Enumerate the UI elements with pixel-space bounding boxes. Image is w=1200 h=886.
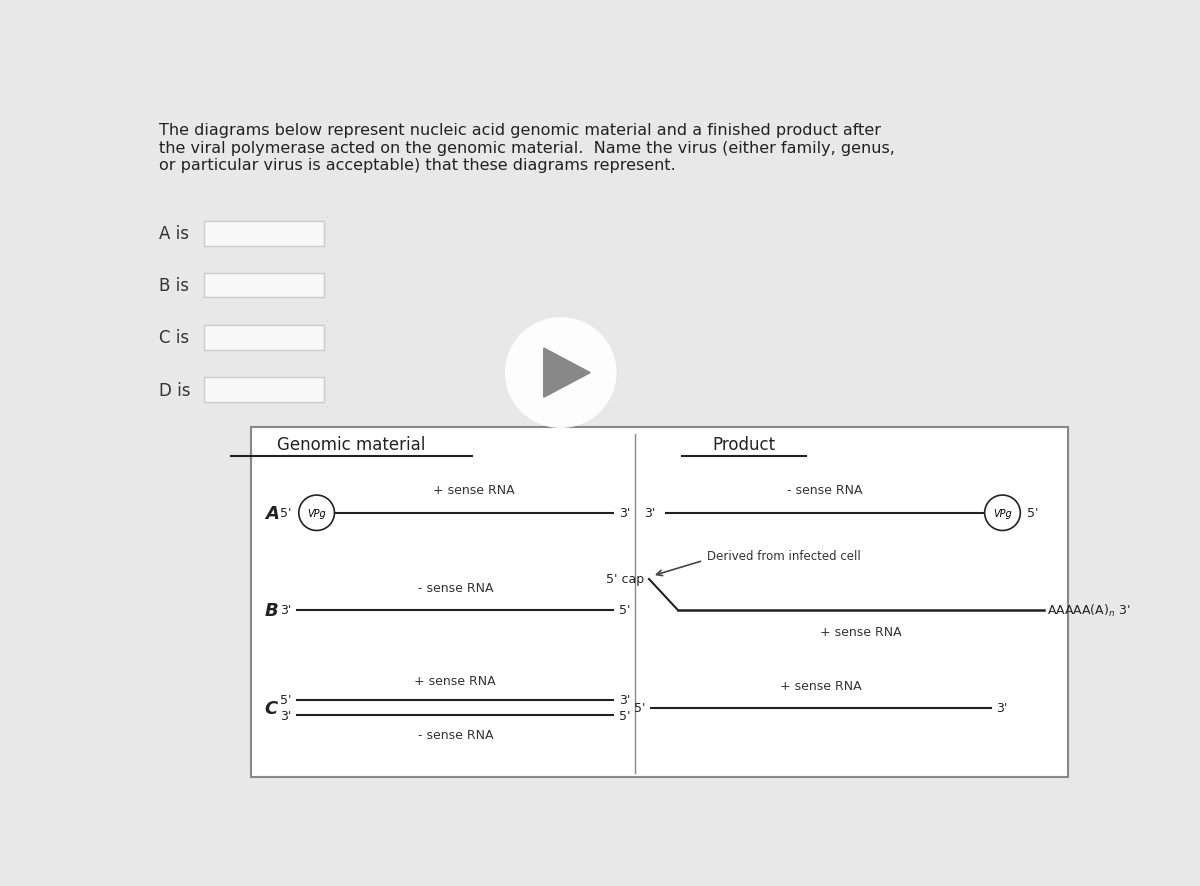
Text: 5' cap: 5' cap — [606, 573, 644, 586]
Circle shape — [299, 495, 335, 531]
Text: Product: Product — [712, 436, 775, 454]
Text: 3': 3' — [996, 702, 1008, 714]
Text: A is: A is — [160, 225, 190, 243]
Text: The diagrams below represent nucleic acid genomic material and a finished produc: The diagrams below represent nucleic aci… — [160, 123, 895, 173]
Text: - sense RNA: - sense RNA — [787, 483, 863, 496]
FancyBboxPatch shape — [204, 377, 324, 402]
Text: B is: B is — [160, 276, 190, 294]
Text: 5': 5' — [281, 694, 292, 706]
Circle shape — [985, 495, 1020, 531]
Text: 5': 5' — [619, 709, 630, 722]
Text: 3': 3' — [281, 603, 292, 617]
FancyBboxPatch shape — [204, 273, 324, 298]
Text: + sense RNA: + sense RNA — [414, 674, 496, 687]
Text: 5': 5' — [634, 702, 646, 714]
Text: 5': 5' — [1027, 507, 1039, 520]
Text: C is: C is — [160, 329, 190, 346]
Polygon shape — [544, 348, 590, 398]
Circle shape — [505, 318, 617, 429]
Text: C: C — [265, 699, 278, 717]
FancyBboxPatch shape — [204, 222, 324, 246]
Text: 5': 5' — [619, 603, 630, 617]
Text: 5': 5' — [281, 507, 292, 520]
Text: AAAAA(A)$_n$ 3': AAAAA(A)$_n$ 3' — [1046, 602, 1130, 618]
FancyBboxPatch shape — [251, 427, 1068, 777]
Text: + sense RNA: + sense RNA — [433, 483, 515, 496]
Text: VPg: VPg — [994, 509, 1012, 518]
Text: D is: D is — [160, 381, 191, 399]
FancyBboxPatch shape — [204, 325, 324, 350]
Text: + sense RNA: + sense RNA — [820, 626, 901, 639]
Text: - sense RNA: - sense RNA — [418, 728, 493, 742]
Text: B: B — [265, 601, 278, 619]
Text: + sense RNA: + sense RNA — [780, 680, 862, 692]
Text: VPg: VPg — [307, 509, 326, 518]
Text: 3': 3' — [619, 694, 630, 706]
Text: 3': 3' — [281, 709, 292, 722]
Text: 3': 3' — [619, 507, 630, 520]
Text: Genomic material: Genomic material — [277, 436, 426, 454]
Text: Derived from infected cell: Derived from infected cell — [707, 550, 860, 563]
Text: - sense RNA: - sense RNA — [418, 582, 493, 595]
Text: A: A — [265, 504, 278, 522]
Text: 3': 3' — [644, 507, 655, 520]
